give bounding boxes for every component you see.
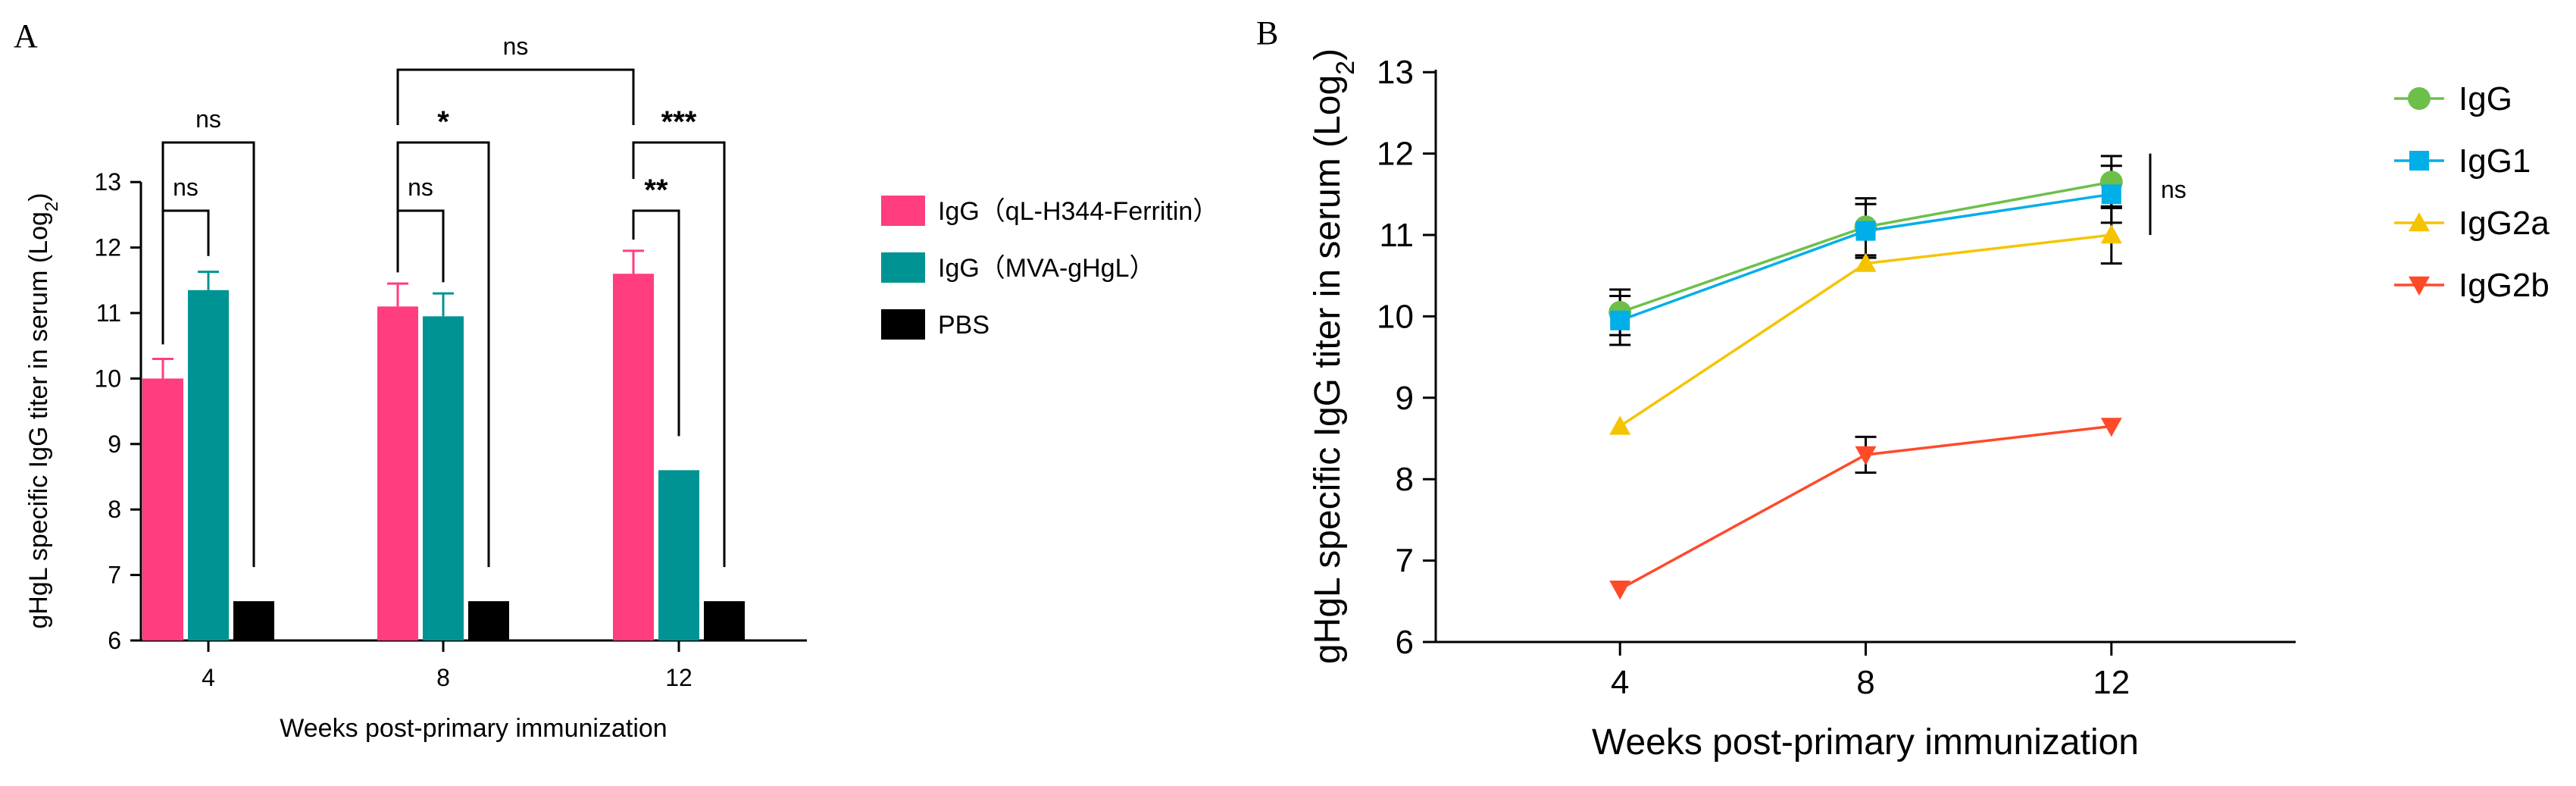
panel-b-legend-label: IgG1 (2459, 142, 2531, 180)
panel-a-bar-pbs-wk8 (468, 601, 509, 640)
panel-b-y-tick-label: 7 (1396, 543, 1414, 580)
panel-a-x-axis-title: Weeks post-primary immunization (280, 714, 667, 743)
panel-a-bar-igg-mva-ghgl--wk8 (423, 316, 464, 640)
panel-a-y-tick-label: 12 (94, 234, 121, 261)
panel-b-y-tick-label: 11 (1379, 217, 1414, 254)
panel-b-y-tick-label: 9 (1396, 380, 1414, 417)
panel-a-significance-bracket (396, 68, 635, 125)
panel-b-significance-label: ns (2161, 176, 2187, 203)
panel-a-y-tick-label: 10 (94, 365, 121, 392)
panel-a-significance-bracket (396, 209, 445, 283)
panel-b-legend-marker (2408, 87, 2431, 110)
panel-b-y-tick-label: 8 (1396, 461, 1414, 498)
panel-b-legend-label: IgG (2459, 80, 2512, 117)
panel-b-y-tick-label: 13 (1377, 54, 1414, 91)
panel-a-bar-igg-ql-h344-ferritin--wk8 (377, 306, 418, 640)
panel-b-y-axis-title: gHgL specific IgG titer in serum (Log2) (1308, 49, 1360, 664)
panel-a-significance-label: * (437, 105, 449, 139)
panel-b-point-igg2b-wk12 (2100, 418, 2122, 437)
panel-b-legend-marker (2409, 151, 2429, 171)
panel-a-x-tick-label: 8 (436, 664, 450, 691)
panel-b-label: B (1256, 14, 1278, 52)
panel-b-legend-marker (2409, 276, 2430, 296)
panel-b-point-igg2b-wk8 (1855, 446, 1877, 465)
panel-b-x-axis-title: Weeks post-primary immunization (1592, 722, 2139, 763)
panel-a-bar-igg-mva-ghgl--wk12 (658, 470, 699, 640)
panel-b-point-igg1-wk4 (1610, 310, 1630, 330)
panel-b-x-tick-label: 4 (1611, 664, 1629, 701)
panel-a-y-tick-label: 9 (108, 431, 121, 458)
panel-b-legend: IgG IgG1 IgG2a IgG2b (2394, 80, 2549, 304)
panel-a-y-axis-title: gHgL specific IgG titer in serum (Log2) (24, 193, 62, 628)
panel-b-y-tick-label: 12 (1377, 136, 1414, 173)
panel-a-legend-label: PBS (938, 311, 989, 340)
panel-a-bar-pbs-wk4 (233, 601, 274, 640)
panel-b-x-tick-label: 12 (2093, 664, 2130, 701)
panel-a-significance-bracket (396, 141, 490, 568)
panel-a-x-tick-label: 12 (665, 664, 692, 691)
panel-b-x-tick-label: 8 (1856, 664, 1874, 701)
panel-a-y-tick-label: 6 (108, 627, 121, 654)
panel-b-legend-label: IgG2a (2459, 205, 2549, 242)
panel-b-legend-label: IgG2b (2459, 267, 2549, 304)
panel-b-y-tick-label: 10 (1377, 298, 1414, 335)
panel-a-legend: IgG（qL-H344-Ferritin） IgG（MVA-gHgL） PBS (881, 196, 1218, 340)
panel-a-bar-igg-ql-h344-ferritin--wk4 (142, 378, 183, 640)
panel-a-significance-label: ns (173, 174, 199, 201)
panel-b-point-igg1-wk8 (1855, 221, 1876, 241)
panel-b-point-igg2a-wk8 (1855, 252, 1877, 272)
panel-b-point-igg2a-wk12 (2100, 224, 2122, 244)
panel-a-y-tick-label: 13 (94, 168, 121, 196)
panel-a-y-tick-label: 7 (108, 562, 121, 589)
panel-a-significance-bracket (161, 141, 255, 568)
panel-b-chart: 6 7 8 9 10 11 12 13 4 8 12 ns Weeks post-primary … (1308, 49, 2549, 763)
panel-a-significance-label: ns (195, 105, 221, 133)
panel-a-legend-swatch (881, 309, 925, 340)
panel-b-point-igg1-wk12 (2101, 184, 2121, 205)
panel-a-significance-bracket (632, 141, 726, 568)
panel-a-label: A (14, 17, 38, 55)
panel-a-significance-label: ns (503, 33, 529, 60)
panel-a-legend-swatch (881, 196, 925, 226)
panel-b-y-tick-label: 6 (1396, 624, 1414, 661)
panel-a-bar-pbs-wk12 (704, 601, 745, 640)
panel-a-x-tick-label: 4 (202, 664, 215, 691)
panel-a-y-tick-label: 11 (96, 299, 121, 327)
panel-a-significance-label: *** (661, 105, 697, 139)
panel-b-legend-marker (2409, 212, 2430, 232)
panel-a-legend-swatch (881, 252, 925, 283)
panel-a-bar-igg-ql-h344-ferritin--wk12 (613, 274, 654, 640)
panel-b-point-igg2a-wk4 (1609, 415, 1631, 435)
panel-a-legend-label: IgG（qL-H344-Ferritin） (938, 197, 1218, 226)
panel-a-bar-igg-mva-ghgl--wk4 (188, 290, 229, 640)
panel-a-significance-bracket (632, 209, 680, 437)
panel-b-point-igg2b-wk4 (1609, 580, 1631, 600)
panel-a-significance-label: ns (408, 174, 433, 201)
panel-a-significance-label: ** (644, 174, 668, 207)
panel-a-y-tick-label: 8 (108, 496, 121, 523)
panel-a-legend-label: IgG（MVA-gHgL） (938, 254, 1155, 283)
